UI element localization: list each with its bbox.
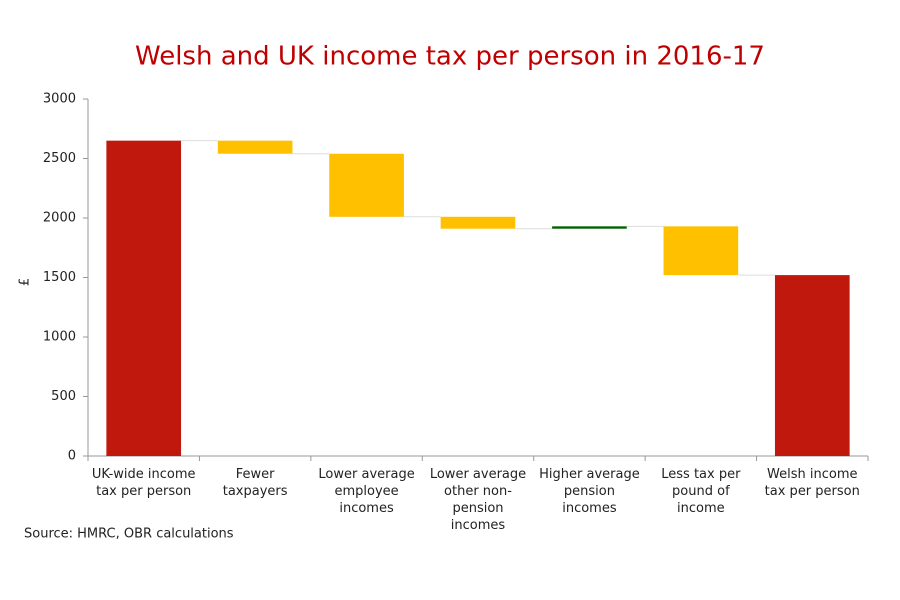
- y-axis-label: £: [18, 278, 33, 286]
- x-tick-label: Fewer taxpayers: [222, 467, 288, 499]
- chart-title: Welsh and UK income tax per person in 20…: [135, 42, 765, 72]
- x-tick-label: Lower average other non-pension incomes: [429, 467, 527, 533]
- y-tick-label: 2500: [43, 151, 76, 166]
- y-tick-label: 500: [51, 389, 76, 404]
- bar: [106, 140, 182, 456]
- y-tick-label: 2000: [43, 211, 76, 226]
- y-tick-label: 3000: [43, 92, 76, 107]
- x-tick-label: Lower average employee incomes: [318, 467, 415, 516]
- bar: [774, 275, 850, 456]
- x-tick-label: Welsh income tax per person: [764, 467, 860, 499]
- bar: [440, 216, 516, 229]
- bar: [663, 226, 739, 276]
- x-tick-label: Higher average pension incomes: [539, 467, 640, 516]
- y-tick-label: 0: [68, 449, 76, 464]
- y-tick-label: 1500: [43, 270, 76, 285]
- bar: [329, 153, 404, 217]
- source-note: Source: HMRC, OBR calculations: [24, 527, 234, 542]
- x-tick-label: Less tax per pound of income: [661, 467, 741, 516]
- y-tick-label: 1000: [43, 330, 76, 345]
- x-tick-label: UK-wide income tax per person: [91, 467, 196, 499]
- bar: [217, 140, 293, 154]
- bar: [552, 226, 627, 229]
